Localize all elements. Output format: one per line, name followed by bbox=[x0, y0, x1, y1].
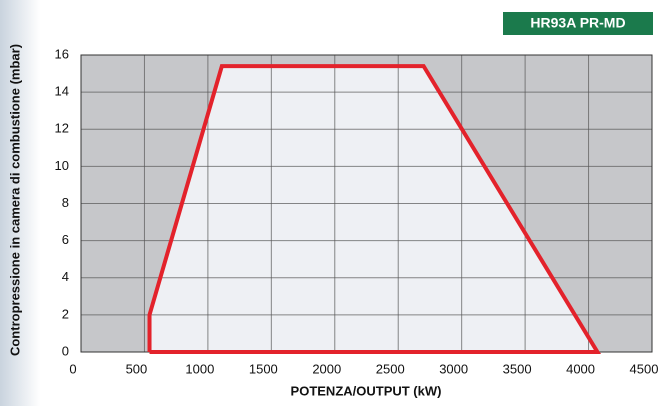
badge: HR93A PR-MD bbox=[530, 15, 625, 31]
x-tick-label: 0 bbox=[69, 361, 76, 376]
working-field-fill bbox=[149, 66, 598, 352]
x-tick-label: 3000 bbox=[439, 361, 468, 376]
x-tick-label: 500 bbox=[126, 361, 148, 376]
x-tick-label: 1500 bbox=[249, 361, 278, 376]
y-tick-label: 10 bbox=[55, 158, 69, 173]
y-axis-title: Contropressione in camera di combustione… bbox=[7, 44, 22, 356]
y-tick-label: 14 bbox=[55, 84, 69, 99]
y-tick-label: 6 bbox=[62, 232, 69, 247]
y-tick-label: 16 bbox=[55, 46, 69, 61]
y-tick-label: 4 bbox=[62, 269, 69, 284]
working-field-line bbox=[147, 64, 601, 354]
y-tick-label: 8 bbox=[62, 195, 69, 210]
x-tick-label: 2500 bbox=[376, 361, 405, 376]
background-edge bbox=[0, 0, 40, 406]
y-tick-label: 12 bbox=[55, 121, 69, 136]
x-tick-label: 1000 bbox=[185, 361, 214, 376]
y-tick-label: 2 bbox=[62, 306, 69, 321]
x-tick-label: 2000 bbox=[312, 361, 341, 376]
x-tick-label: 3500 bbox=[503, 361, 532, 376]
y-tick-label: 0 bbox=[62, 343, 69, 358]
badge-box bbox=[503, 12, 653, 35]
x-axis-title: POTENZA/OUTPUT (kW) bbox=[291, 383, 442, 398]
x-tick-label: 4000 bbox=[566, 361, 595, 376]
x-tick-label: 4500 bbox=[630, 361, 659, 376]
